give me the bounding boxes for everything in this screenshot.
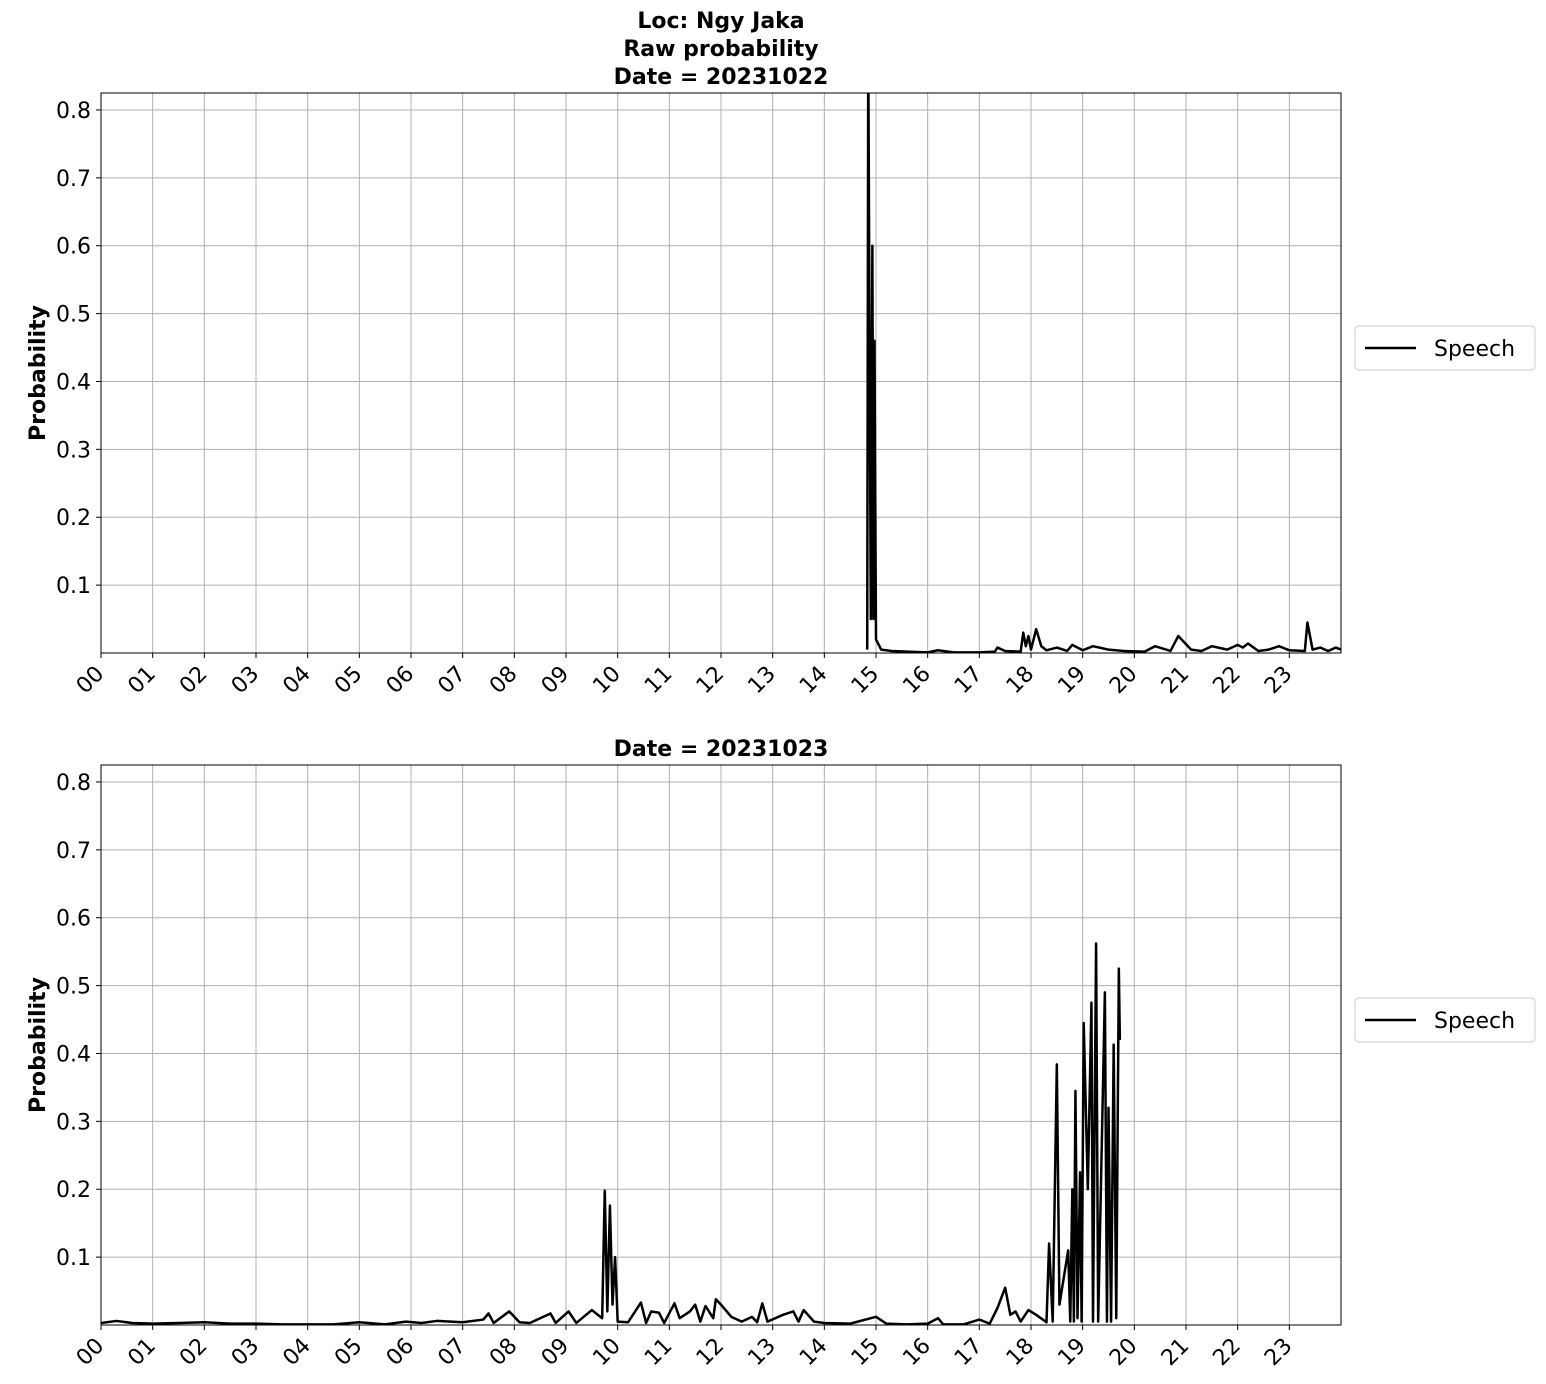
x-tick-label: 23 — [1260, 662, 1297, 699]
x-tick-label: 21 — [1157, 662, 1194, 699]
y-tick-label: 0.2 — [56, 1178, 91, 1203]
data-line — [865, 93, 1341, 653]
x-tick-label: 07 — [433, 1334, 470, 1371]
y-axis-label: Probability — [26, 305, 51, 441]
x-tick-label: 09 — [537, 662, 574, 699]
x-tick-label: 10 — [588, 662, 625, 699]
x-tick-label: 06 — [382, 662, 419, 699]
x-tick-label: 01 — [123, 1334, 160, 1371]
y-tick-label: 0.8 — [56, 99, 91, 124]
x-tick-label: 16 — [898, 1334, 935, 1371]
legend-box — [1354, 325, 1536, 371]
x-tick-label: 10 — [588, 1334, 625, 1371]
x-tick-label: 02 — [175, 1334, 212, 1371]
x-tick-label: 06 — [382, 1334, 419, 1371]
legend-box — [1354, 997, 1536, 1043]
y-tick-label: 0.2 — [56, 506, 91, 531]
legend-label: Speech — [1434, 1009, 1515, 1034]
x-tick-label: 11 — [640, 1334, 677, 1371]
y-tick-label: 0.7 — [56, 839, 91, 864]
y-tick-label: 0.8 — [56, 771, 91, 796]
x-tick-label: 20 — [1105, 662, 1142, 699]
y-tick-label: 0.4 — [56, 370, 91, 395]
x-tick-label: 08 — [485, 662, 522, 699]
legend-label: Speech — [1434, 337, 1515, 362]
data-line — [101, 942, 1122, 1325]
y-tick-label: 0.3 — [56, 438, 91, 463]
y-tick-label: 0.6 — [56, 235, 91, 260]
y-axis-label: Probability — [26, 977, 51, 1113]
x-tick-label: 15 — [847, 1334, 884, 1371]
chart-title: Date = 20231022 — [614, 65, 829, 90]
x-tick-label: 19 — [1053, 662, 1090, 699]
x-tick-label: 23 — [1260, 1334, 1297, 1371]
x-tick-label: 02 — [175, 662, 212, 699]
y-tick-label: 0.5 — [56, 975, 91, 1000]
subplot: Date = 20231023 0.1 0.2 0.3 0.4 0.5 0.6 0.7 0.8 0… — [26, 737, 1536, 1371]
x-tick-label: 04 — [278, 1334, 315, 1371]
y-tick-label: 0.6 — [56, 907, 91, 932]
y-tick-label: 0.3 — [56, 1110, 91, 1135]
x-tick-label: 18 — [1002, 1334, 1039, 1371]
x-tick-label: 00 — [72, 662, 109, 699]
x-tick-label: 03 — [227, 662, 264, 699]
x-tick-label: 01 — [123, 662, 160, 699]
x-tick-label: 12 — [692, 662, 729, 699]
plot-frame — [100, 764, 1342, 1326]
x-tick-label: 18 — [1002, 662, 1039, 699]
x-tick-label: 16 — [898, 662, 935, 699]
x-tick-label: 03 — [227, 1334, 264, 1371]
x-tick-label: 04 — [278, 662, 315, 699]
x-tick-label: 19 — [1053, 1334, 1090, 1371]
x-tick-label: 11 — [640, 662, 677, 699]
x-tick-label: 07 — [433, 662, 470, 699]
y-tick-label: 0.4 — [56, 1042, 91, 1067]
x-tick-label: 21 — [1157, 1334, 1194, 1371]
y-tick-label: 0.7 — [56, 167, 91, 192]
subplot: Loc: Ngy Jaka Raw probability Date = 20231… — [26, 9, 1536, 699]
x-tick-label: 17 — [950, 662, 987, 699]
x-tick-label: 22 — [1208, 662, 1245, 699]
x-tick-label: 17 — [950, 1334, 987, 1371]
x-tick-label: 14 — [795, 662, 832, 699]
y-tick-label: 0.1 — [56, 1246, 91, 1271]
plot-frame — [100, 92, 1342, 654]
chart-title: Raw probability — [623, 37, 818, 62]
x-tick-label: 09 — [537, 1334, 574, 1371]
x-tick-label: 05 — [330, 1334, 367, 1371]
chart-title: Loc: Ngy Jaka — [637, 9, 804, 34]
chart-title: Date = 20231023 — [614, 737, 829, 762]
y-tick-label: 0.5 — [56, 303, 91, 328]
x-tick-label: 00 — [72, 1334, 109, 1371]
x-tick-label: 13 — [743, 1334, 780, 1371]
x-tick-label: 08 — [485, 1334, 522, 1371]
x-tick-label: 13 — [743, 662, 780, 699]
x-tick-label: 12 — [692, 1334, 729, 1371]
x-tick-label: 15 — [847, 662, 884, 699]
x-tick-label: 14 — [795, 1334, 832, 1371]
y-tick-label: 0.1 — [56, 574, 91, 599]
x-tick-label: 20 — [1105, 1334, 1142, 1371]
x-tick-label: 22 — [1208, 1334, 1245, 1371]
x-tick-label: 05 — [330, 662, 367, 699]
